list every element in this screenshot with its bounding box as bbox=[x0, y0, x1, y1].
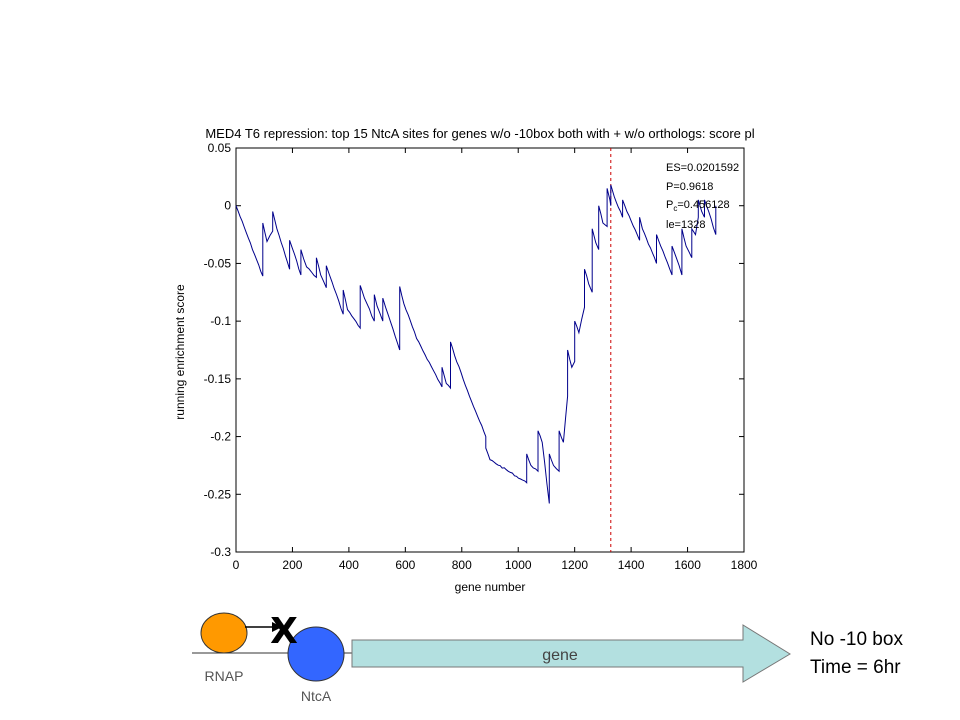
y-tick-label: 0.05 bbox=[208, 141, 232, 155]
y-tick-label: -0.1 bbox=[210, 314, 231, 328]
annotation-es: ES=0.0201592 bbox=[666, 162, 739, 174]
y-axis-label: running enrichment score bbox=[173, 284, 187, 420]
y-tick-label: -0.3 bbox=[210, 545, 231, 559]
rnap-ellipse bbox=[200, 612, 248, 654]
rnap-label: RNAP bbox=[205, 668, 244, 684]
x-tick-label: 1000 bbox=[505, 558, 532, 572]
x-tick-label: 200 bbox=[282, 558, 302, 572]
y-tick-label: 0 bbox=[224, 199, 231, 213]
x-axis-label: gene number bbox=[455, 580, 526, 594]
x-tick-labels: 0 200 400 600 800 1000 1200 1400 1600 1800 bbox=[233, 558, 758, 572]
y-tick-label: -0.05 bbox=[204, 256, 232, 270]
enrichment-chart: MED4 T6 repression: top 15 NtcA sites fo… bbox=[173, 126, 758, 594]
es-annotation: ES=0.0201592 P=0.9618 Pc=0.456128 le=132… bbox=[666, 162, 739, 231]
promoter-diagram: gene RNAP NtcA X bbox=[192, 611, 791, 704]
y-tick-label: -0.15 bbox=[204, 372, 232, 386]
x-tick-label: 400 bbox=[339, 558, 359, 572]
ntca-ellipse bbox=[287, 626, 345, 682]
axis-ticks bbox=[235, 147, 745, 553]
annotation-pc: Pc=0.456128 bbox=[666, 199, 730, 213]
ntca-label: NtcA bbox=[301, 688, 332, 704]
x-tick-label: 1800 bbox=[731, 558, 758, 572]
y-tick-label: -0.2 bbox=[210, 430, 231, 444]
condition-notes: No -10 box Time = 6hr bbox=[810, 629, 903, 678]
annotation-p: P=0.9618 bbox=[666, 181, 713, 193]
blocked-arrow-head-icon bbox=[272, 622, 282, 632]
x-tick-label: 1400 bbox=[618, 558, 645, 572]
annotation-le: le=1328 bbox=[666, 219, 705, 231]
series-line-running-enrichment bbox=[235, 184, 717, 504]
note-time: Time = 6hr bbox=[810, 657, 901, 678]
x-tick-label: 800 bbox=[452, 558, 472, 572]
gene-arrow bbox=[351, 624, 791, 683]
y-tick-labels: 0.05 0 -0.05 -0.1 -0.15 -0.2 -0.25 -0.3 bbox=[204, 141, 232, 559]
x-tick-label: 0 bbox=[233, 558, 240, 572]
chart-title: MED4 T6 repression: top 15 NtcA sites fo… bbox=[205, 126, 754, 141]
y-tick-label: -0.25 bbox=[204, 487, 232, 501]
x-tick-label: 1200 bbox=[561, 558, 588, 572]
plot-frame bbox=[235, 147, 745, 553]
block-x-icon: X bbox=[270, 611, 298, 652]
x-tick-label: 600 bbox=[395, 558, 415, 572]
x-tick-label: 1600 bbox=[674, 558, 701, 572]
note-no-10-box: No -10 box bbox=[810, 629, 903, 650]
gene-label: gene bbox=[542, 647, 578, 664]
